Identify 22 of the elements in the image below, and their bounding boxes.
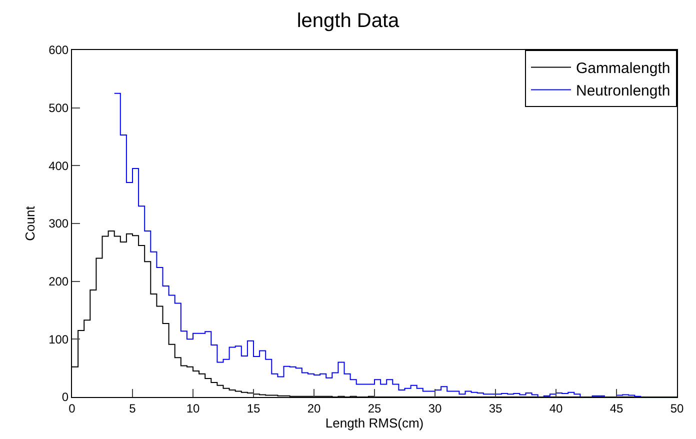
chart-title: length Data	[296, 10, 400, 32]
y-tick-label: 400	[48, 158, 69, 173]
x-tick-label: 45	[610, 401, 624, 416]
x-tick-label: 30	[428, 401, 442, 416]
x-tick-label: 10	[186, 401, 200, 416]
x-tick-label: 20	[307, 401, 321, 416]
y-tick-label: 300	[48, 216, 69, 231]
x-tick-label: 15	[246, 401, 260, 416]
y-tick-label: 0	[62, 390, 69, 404]
x-tick-label: 25	[368, 401, 382, 416]
y-axis-title: Count	[22, 206, 38, 241]
x-tick-label: 40	[549, 401, 563, 416]
x-tick-label: 5	[129, 401, 136, 416]
x-tick-label: 35	[488, 401, 502, 416]
legend-label: Gammalength	[576, 60, 670, 78]
y-tick-label: 600	[48, 43, 69, 58]
y-tick-label: 100	[48, 332, 69, 346]
y-tick-label: 500	[48, 101, 69, 116]
x-axis-title: Length RMS(cm)	[325, 415, 424, 430]
y-tick-label: 200	[48, 274, 69, 289]
legend-label: Neutronlength	[576, 82, 670, 100]
x-tick-label: 50	[670, 401, 684, 416]
